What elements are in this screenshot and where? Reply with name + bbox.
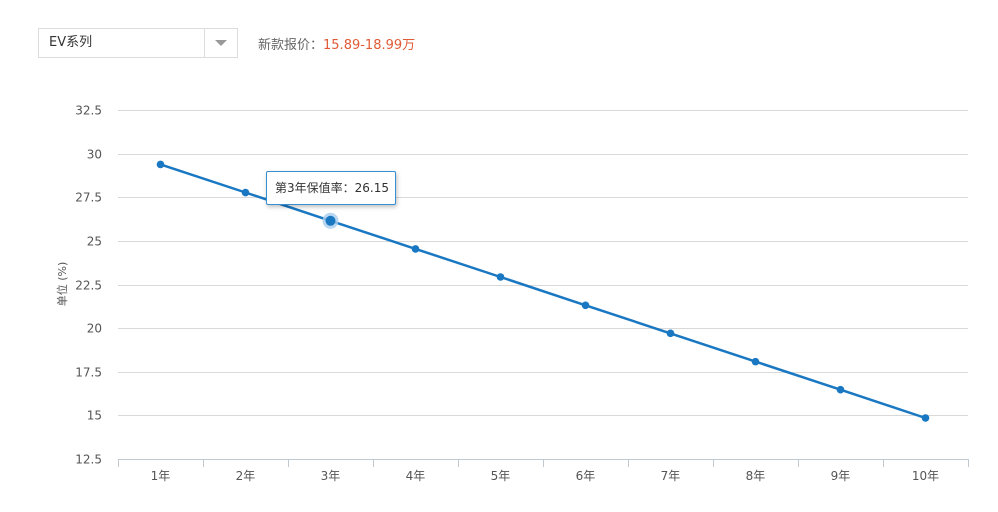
y-tick-label: 25 bbox=[87, 235, 102, 249]
price-value: 15.89-18.99万 bbox=[323, 38, 416, 53]
x-tick-label: 10年 bbox=[912, 469, 939, 483]
data-point bbox=[496, 273, 505, 281]
x-tick-label: 3年 bbox=[321, 469, 341, 483]
y-tick-label: 20 bbox=[87, 322, 102, 336]
price-label: 新款报价： bbox=[258, 38, 324, 53]
y-tick-label: 22.5 bbox=[75, 279, 102, 293]
select-divider bbox=[204, 29, 205, 57]
tooltip-text: 第3年保值率：26.15 bbox=[275, 181, 389, 195]
chevron-down-icon[interactable] bbox=[215, 40, 227, 46]
data-point bbox=[241, 188, 250, 197]
series-select-value: EV系列 bbox=[49, 35, 93, 50]
y-axis-label: 单位 (%) bbox=[55, 262, 69, 307]
data-point bbox=[921, 414, 930, 422]
y-tick-label: 32.5 bbox=[75, 104, 102, 118]
x-tick-label: 2年 bbox=[236, 469, 256, 483]
y-tick-label: 27.5 bbox=[75, 191, 102, 205]
x-tick-label: 5年 bbox=[491, 469, 511, 483]
y-tick-label: 15 bbox=[87, 409, 102, 423]
data-point bbox=[325, 215, 336, 226]
x-tick-label: 8年 bbox=[746, 469, 766, 483]
series-line bbox=[160, 163, 926, 420]
y-tick-label: 30 bbox=[87, 148, 102, 162]
data-point bbox=[836, 385, 845, 394]
data-point bbox=[156, 160, 165, 169]
price-info: 新款报价：15.89-18.99万 bbox=[258, 34, 415, 53]
data-point bbox=[751, 357, 760, 366]
series-select[interactable]: EV系列 bbox=[38, 28, 238, 58]
data-tooltip: 第3年保值率：26.15 bbox=[266, 171, 396, 205]
data-point bbox=[666, 329, 675, 338]
x-tick-label: 1年 bbox=[151, 469, 171, 483]
data-point bbox=[411, 245, 420, 253]
x-tick-label: 7年 bbox=[661, 469, 681, 483]
x-tick-label: 6年 bbox=[576, 469, 596, 483]
y-tick-label: 17.5 bbox=[75, 366, 102, 380]
data-point bbox=[581, 301, 590, 310]
y-tick-label: 12.5 bbox=[75, 453, 102, 467]
x-tick-label: 9年 bbox=[831, 469, 851, 483]
x-tick-label: 4年 bbox=[406, 469, 426, 483]
